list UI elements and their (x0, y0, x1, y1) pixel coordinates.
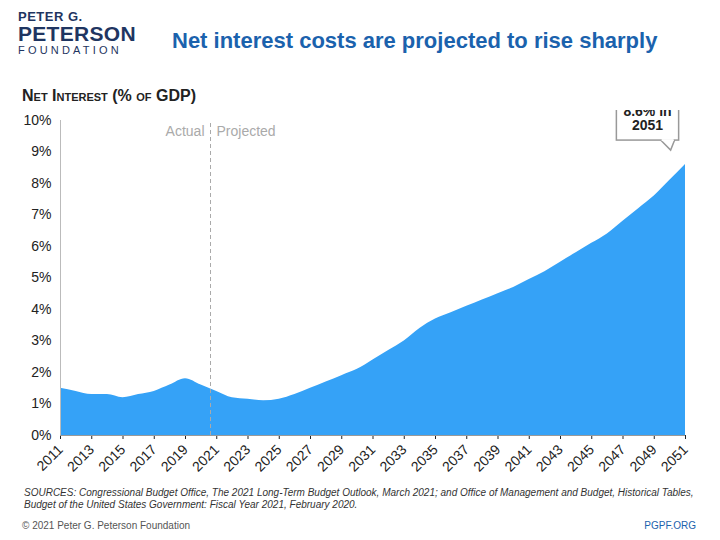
svg-text:7%: 7% (31, 206, 51, 222)
svg-text:2033: 2033 (376, 441, 409, 474)
svg-text:2039: 2039 (470, 441, 503, 474)
svg-text:2019: 2019 (157, 441, 190, 474)
svg-text:2021: 2021 (189, 441, 222, 474)
svg-text:2013: 2013 (64, 441, 97, 474)
svg-text:2029: 2029 (314, 441, 347, 474)
svg-text:2045: 2045 (564, 441, 597, 474)
svg-text:6%: 6% (31, 238, 51, 254)
svg-text:2043: 2043 (532, 441, 565, 474)
svg-text:2023: 2023 (220, 441, 253, 474)
svg-text:2049: 2049 (626, 441, 659, 474)
svg-text:2047: 2047 (595, 441, 628, 474)
svg-text:2031: 2031 (345, 441, 378, 474)
svg-text:2015: 2015 (95, 441, 128, 474)
svg-text:0%: 0% (31, 427, 51, 443)
svg-text:Actual: Actual (166, 123, 205, 139)
svg-text:2017: 2017 (126, 441, 159, 474)
html-text:© 2021 Peter G. Peterson Found: © 2021 Peter G. Peterson Foundation (22, 520, 190, 531)
svg-text:9%: 9% (31, 143, 51, 159)
svg-text:2011: 2011 (33, 441, 66, 474)
svg-text:Projected: Projected (217, 123, 276, 139)
html-text:Net interest costs are project: Net interest costs are projected to rise… (172, 28, 658, 53)
svg-text:1%: 1% (31, 395, 51, 411)
svg-text:8.6% in2051: 8.6% in2051 (623, 110, 671, 133)
svg-text:8%: 8% (31, 175, 51, 191)
svg-text:2041: 2041 (501, 441, 534, 474)
svg-text:5%: 5% (31, 269, 51, 285)
svg-text:2025: 2025 (251, 441, 284, 474)
html-text:SOURCES: Congressional Budget: SOURCES: Congressional Budget Office, Th… (24, 487, 694, 510)
html-text:PGPF.ORG: PGPF.ORG (644, 520, 696, 531)
svg-text:2%: 2% (31, 364, 51, 380)
svg-text:2027: 2027 (282, 441, 315, 474)
svg-text:2035: 2035 (407, 441, 440, 474)
svg-text:10%: 10% (23, 112, 51, 128)
html-text:PETER G.: PETER G. (18, 9, 83, 24)
svg-text:4%: 4% (31, 301, 51, 317)
html-text:PETERSON: PETERSON (18, 22, 136, 45)
svg-text:2037: 2037 (439, 441, 472, 474)
html-text:FOUNDATION: FOUNDATION (18, 44, 122, 56)
html-text:Net Interest (% of GDP): Net Interest (% of GDP) (22, 87, 196, 104)
svg-text:2051: 2051 (657, 441, 690, 474)
svg-text:3%: 3% (31, 332, 51, 348)
